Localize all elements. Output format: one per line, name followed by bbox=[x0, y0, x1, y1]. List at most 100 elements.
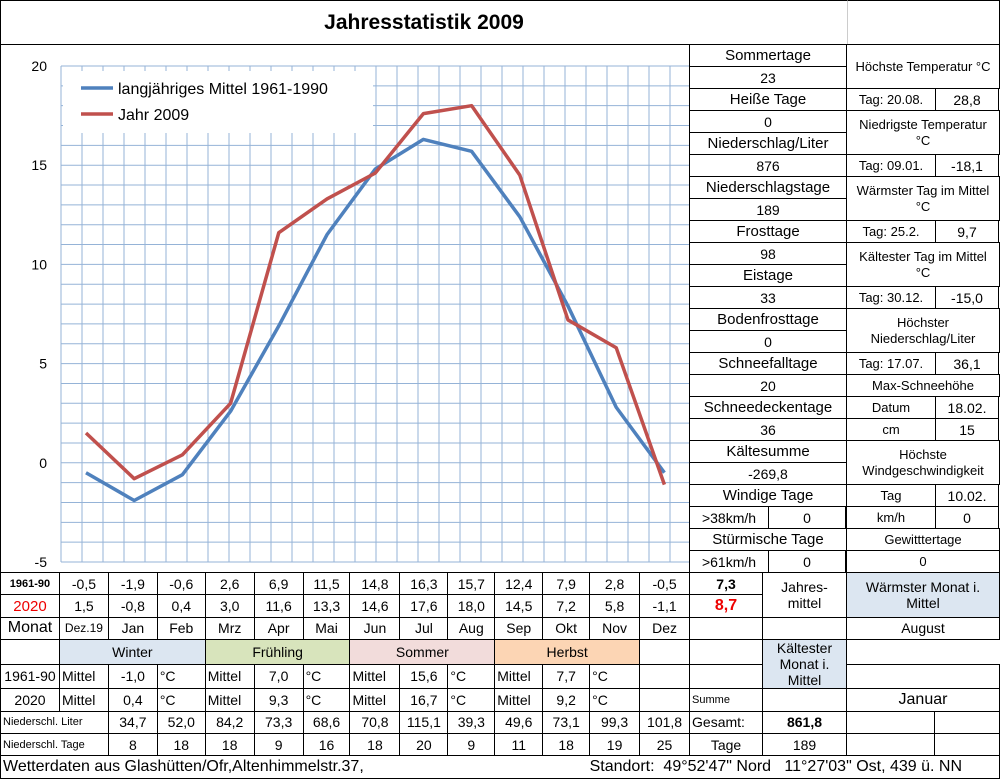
value-2020: 5,8 bbox=[589, 594, 641, 618]
value-1961: 6,9 bbox=[253, 571, 304, 596]
y-tick-label: 15 bbox=[31, 157, 47, 173]
mittel-label: Mittel bbox=[349, 663, 401, 690]
precip-value: 99,3 bbox=[589, 710, 641, 734]
record-date: Tag bbox=[846, 484, 936, 507]
stat-cell: 876 bbox=[689, 154, 847, 177]
row-label-2020: 2020 bbox=[0, 594, 60, 618]
value-2020: 14,6 bbox=[349, 594, 401, 618]
stat-cell: 0 bbox=[689, 330, 847, 353]
precip-value: 49,6 bbox=[494, 710, 544, 734]
unit-label: °C bbox=[302, 688, 351, 712]
stat-cell: Niederschlagstage bbox=[689, 176, 847, 199]
stat-cell: Sommertage bbox=[689, 44, 847, 67]
month-label: Mai bbox=[302, 616, 351, 641]
unit-label: °C bbox=[447, 663, 496, 690]
summe-label: Summe bbox=[689, 688, 764, 712]
season-mean: 9,2 bbox=[542, 688, 591, 712]
title-empty-cell bbox=[847, 0, 1000, 45]
record-header: Höchste Temperatur °C bbox=[846, 44, 1000, 89]
stat-label: >38km/h bbox=[689, 506, 769, 529]
empty bbox=[689, 663, 764, 690]
series-line-1 bbox=[84, 103, 667, 486]
month-label: Jun bbox=[349, 616, 401, 641]
stat-cell: Niederschlag/Liter bbox=[689, 132, 847, 155]
empty bbox=[846, 663, 1000, 690]
value-1961: 11,5 bbox=[302, 571, 351, 596]
empty bbox=[762, 616, 847, 641]
precip-total: 861,8 bbox=[762, 710, 847, 734]
precip-value: 34,7 bbox=[107, 710, 158, 734]
season-mean: 7,0 bbox=[253, 663, 304, 690]
coldest-month: Januar bbox=[846, 688, 1000, 712]
monat-label: Monat bbox=[0, 616, 60, 641]
mittel-label: Mittel bbox=[58, 688, 109, 712]
stat-cell: Kältesumme bbox=[689, 440, 847, 463]
record-date: Tag: 17.07. bbox=[846, 352, 936, 375]
stat-cell: Schneedeckentage bbox=[689, 396, 847, 419]
precip-value: 73,1 bbox=[542, 710, 591, 734]
season-mean: -1,0 bbox=[107, 663, 158, 690]
stat-label: >61km/h bbox=[689, 550, 769, 573]
days-value: 25 bbox=[639, 732, 691, 757]
empty bbox=[762, 688, 847, 712]
mittel-label: Mittel bbox=[494, 688, 544, 712]
empty bbox=[846, 732, 1000, 757]
tage-label: Tage bbox=[689, 732, 764, 757]
season-header-herbst: Herbst bbox=[494, 639, 641, 665]
value-1961: 14,8 bbox=[349, 571, 401, 596]
mittel-label: Mittel bbox=[58, 663, 109, 690]
stat-cell: Windige Tage bbox=[689, 484, 847, 507]
record-value: 15 bbox=[935, 418, 999, 441]
season-row-label: 2020 bbox=[0, 688, 60, 712]
days-value: 18 bbox=[542, 732, 591, 757]
value-1961: 12,4 bbox=[494, 571, 544, 596]
value-1961: -0,5 bbox=[639, 571, 691, 596]
stat-cell: 23 bbox=[689, 66, 847, 89]
days-value: 18 bbox=[156, 732, 206, 757]
series-line-0 bbox=[85, 137, 666, 503]
precip-value: 39,3 bbox=[447, 710, 496, 734]
precip-value: 115,1 bbox=[399, 710, 449, 734]
stat-cell: Eistage bbox=[689, 264, 847, 287]
annual-mean-2020: 8,7 bbox=[689, 594, 764, 618]
unit-label: °C bbox=[447, 688, 496, 712]
season-header-winter: Winter bbox=[58, 639, 206, 665]
unit-label: °C bbox=[589, 688, 641, 712]
table-row: Monat Dez.19 Jan Feb Mrz Apr Mai Jun Jul Aug Sep Ok… bbox=[0, 616, 1000, 641]
record-date: Tag: 20.08. bbox=[846, 88, 936, 111]
value-2020: 0,4 bbox=[156, 594, 206, 618]
days-value: 18 bbox=[349, 732, 401, 757]
value-1961: -0,5 bbox=[58, 571, 109, 596]
month-label: Jul bbox=[399, 616, 449, 641]
value-1961: 2,8 bbox=[589, 571, 641, 596]
record-value: 28,8 bbox=[935, 88, 999, 111]
season-header-frühling: Frühling bbox=[204, 639, 351, 665]
record-header: Gewitttertage bbox=[846, 528, 1000, 551]
season-mean: 15,6 bbox=[399, 663, 449, 690]
value-2020: 3,0 bbox=[204, 594, 255, 618]
month-label: Jan bbox=[107, 616, 158, 641]
value-2020: 7,2 bbox=[542, 594, 591, 618]
value-1961: 2,6 bbox=[204, 571, 255, 596]
value-2020: -0,8 bbox=[107, 594, 158, 618]
days-total: 189 bbox=[762, 732, 847, 757]
record-header: Höchste Windgeschwindigkeit bbox=[846, 440, 1000, 485]
value-1961: 15,7 bbox=[447, 571, 496, 596]
month-label: Sep bbox=[494, 616, 544, 641]
month-label: Apr bbox=[253, 616, 304, 641]
legend-label: langjähriges Mittel 1961-1990 bbox=[118, 81, 328, 98]
table-row: 2020 Mittel 0,4 °C Mittel 9,3 °C Mittel 16,7 °C Mi… bbox=[0, 688, 1000, 712]
record-value: 36,1 bbox=[935, 352, 999, 375]
precip-value: 70,8 bbox=[349, 710, 401, 734]
table-row: Winter Frühling Sommer Herbst Kältester Mona… bbox=[0, 639, 1000, 690]
y-tick-label: 0 bbox=[39, 455, 47, 471]
record-header: Wärmster Tag im Mittel °C bbox=[846, 176, 1000, 221]
y-tick-label: 10 bbox=[31, 256, 47, 272]
season-mean: 0,4 bbox=[107, 688, 158, 712]
stat-cell: 36 bbox=[689, 418, 847, 441]
value-1961: 7,9 bbox=[542, 571, 591, 596]
empty bbox=[639, 688, 691, 712]
mittel-label: Mittel bbox=[494, 663, 544, 690]
legend-label: Jahr 2009 bbox=[118, 107, 189, 124]
empty bbox=[846, 710, 1000, 734]
